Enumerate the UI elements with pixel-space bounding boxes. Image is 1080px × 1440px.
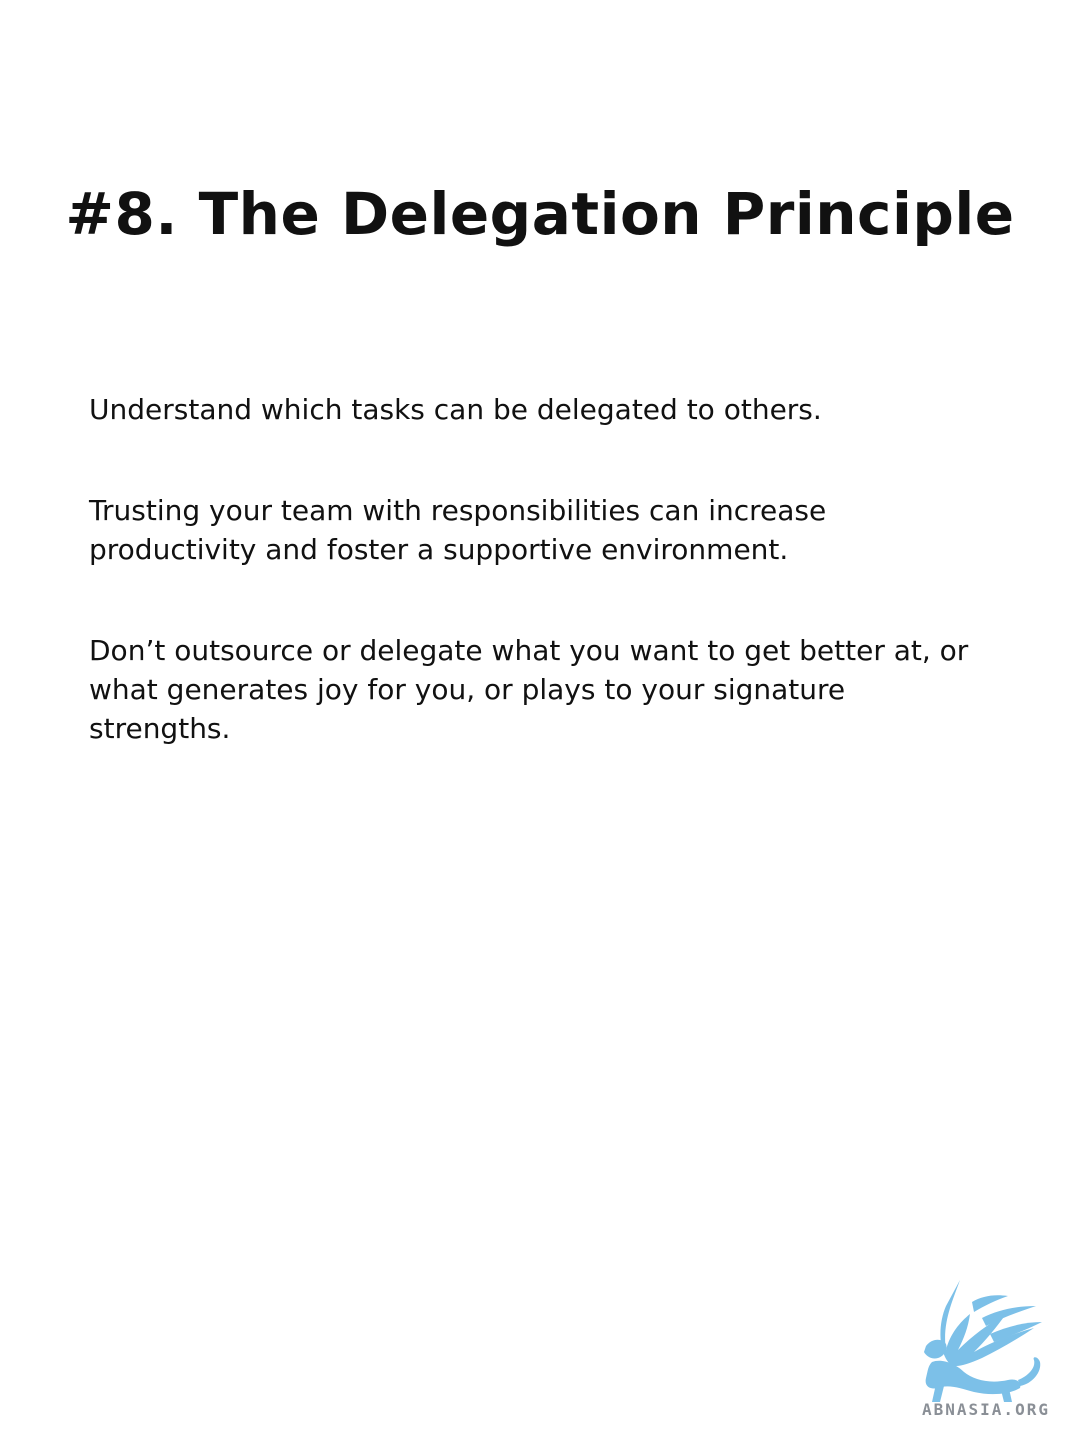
- paragraph-1: Understand which tasks can be delegated …: [89, 393, 822, 426]
- griffin-logo-icon: [912, 1272, 1072, 1432]
- paragraph-3: Don’t outsource or delegate what you wan…: [89, 634, 969, 745]
- slide-title: #8. The Delegation Principle: [65, 180, 1015, 248]
- paragraph-2: Trusting your team with responsibilities…: [89, 494, 827, 566]
- watermark-text: ABNASIA.ORG: [922, 1400, 1050, 1419]
- slide-body: Understand which tasks can be delegated …: [89, 390, 989, 810]
